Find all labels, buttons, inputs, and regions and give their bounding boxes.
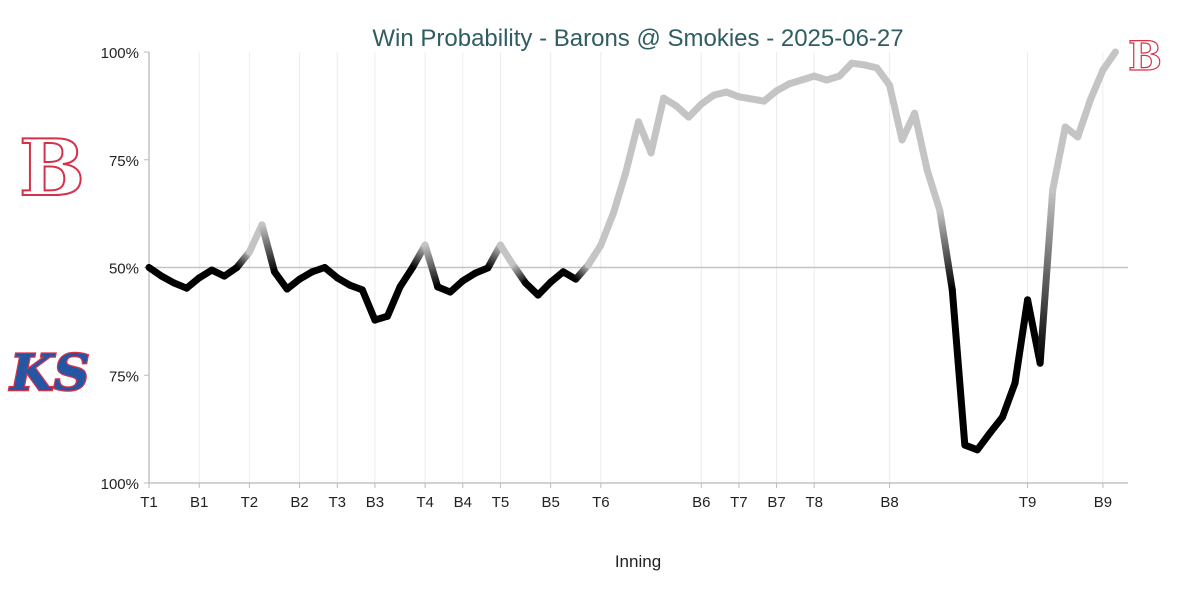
x-tick-label: T9 — [1019, 494, 1037, 511]
win-probability-segment — [936, 206, 956, 294]
y-tick-label: 75% — [109, 153, 139, 170]
win-probability-segment — [622, 118, 642, 176]
win-probability-segment — [509, 261, 530, 287]
win-probability-segment — [597, 209, 617, 249]
x-tick-label: B5 — [541, 494, 559, 511]
x-tick-label: B9 — [1094, 494, 1112, 511]
smokies-logo: KS — [7, 342, 91, 404]
y-tick-label: 100% — [101, 45, 139, 62]
x-tick-label: B1 — [190, 494, 208, 511]
x-tick-label: T3 — [329, 494, 347, 511]
x-tick-label: T4 — [416, 494, 434, 511]
x-tick-label: B4 — [454, 494, 472, 511]
win-probability-segment — [421, 241, 442, 291]
x-tick-label: T7 — [730, 494, 748, 511]
win-probability-segment — [609, 168, 630, 217]
win-probability-segment — [584, 241, 605, 269]
x-tick-label: B7 — [767, 494, 785, 511]
win-probability-segment — [1074, 96, 1094, 141]
x-tick-label: B3 — [366, 494, 384, 511]
y-tick-label: 50% — [109, 261, 139, 278]
win-probability-segment — [383, 283, 404, 320]
win-probability-segment — [1099, 48, 1119, 74]
win-probability-segment — [1011, 296, 1032, 387]
x-tick-label: T1 — [140, 494, 158, 511]
x-tick-label: B2 — [290, 494, 308, 511]
x-tick-label: T8 — [805, 494, 823, 511]
win-probability-segment — [886, 81, 906, 144]
win-probability-segment — [923, 166, 944, 214]
win-probability-segment — [873, 64, 894, 89]
win-probability-segment — [271, 268, 291, 293]
win-probability-segment — [1049, 123, 1069, 194]
barons-logo: B — [18, 122, 86, 215]
win-probability-segment — [396, 264, 417, 291]
win-probability-segment — [258, 221, 279, 276]
x-tick-label: T6 — [592, 494, 610, 511]
win-probability-segment — [647, 94, 668, 157]
win-probability-segment — [1036, 186, 1057, 367]
win-probability-segment — [1086, 66, 1107, 104]
win-probability-segment — [998, 379, 1019, 421]
y-tick-label: 75% — [109, 368, 139, 385]
x-axis-label: Inning — [615, 552, 661, 571]
win-probability-segment — [948, 286, 969, 449]
chart-title: Win Probability - Barons @ Smokies - 202… — [372, 25, 903, 52]
svg-text:B: B — [19, 123, 85, 214]
win-probability-segment — [358, 286, 379, 324]
svg-text:KS: KS — [8, 343, 90, 402]
x-tick-label: B6 — [692, 494, 710, 511]
x-tick-label: T2 — [241, 494, 259, 511]
x-tick-label: T5 — [492, 494, 510, 511]
y-tick-label: 100% — [101, 476, 139, 493]
win-probability-segment — [496, 241, 517, 269]
barons-logo-small: B — [1127, 32, 1162, 80]
win-probability-segment — [484, 241, 504, 272]
win-probability-segment — [911, 109, 931, 174]
x-tick-label: B8 — [880, 494, 898, 511]
svg-text:B: B — [1128, 33, 1162, 80]
